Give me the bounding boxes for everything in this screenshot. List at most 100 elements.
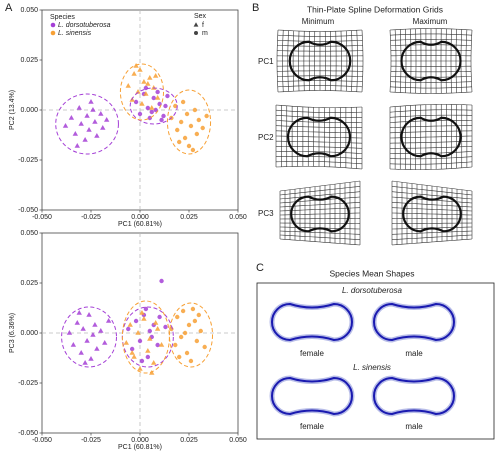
point — [182, 330, 188, 336]
point — [196, 117, 201, 123]
point — [135, 89, 141, 94]
point — [192, 318, 198, 324]
grid-line — [391, 234, 473, 240]
grid-line — [275, 130, 363, 134]
grid-line — [279, 230, 361, 235]
point — [123, 340, 129, 345]
panel-letter: C — [256, 262, 264, 274]
x-tick-label: 0.000 — [131, 437, 149, 444]
legend-label: f — [202, 22, 204, 29]
shape-label: female — [300, 422, 325, 431]
legend-label: L. dorsotuberosa — [58, 22, 111, 29]
grid-line — [390, 33, 472, 36]
point — [151, 360, 157, 365]
point — [94, 346, 100, 351]
point — [157, 314, 162, 320]
point — [192, 107, 198, 113]
point — [133, 99, 139, 105]
grid-line — [470, 29, 473, 93]
point — [131, 354, 137, 359]
grid-line — [275, 156, 363, 159]
x-tick-label: 0.025 — [180, 437, 198, 444]
deformation-grid — [275, 104, 363, 170]
point — [66, 330, 73, 335]
legend-title: Sex — [194, 13, 207, 20]
y-tick-label: 0.000 — [20, 107, 38, 114]
grid-line — [389, 140, 473, 144]
outline — [290, 195, 350, 233]
y-tick-label: 0.000 — [20, 330, 38, 337]
point — [154, 326, 161, 331]
point — [147, 75, 153, 80]
point — [88, 99, 94, 104]
point — [175, 314, 180, 320]
y-tick-label: -0.050 — [18, 207, 38, 214]
point — [137, 111, 143, 117]
point — [151, 85, 157, 90]
grid-line — [275, 104, 363, 108]
point — [154, 95, 161, 100]
point — [72, 131, 79, 136]
point — [161, 113, 166, 119]
grid-line — [389, 135, 473, 139]
column-label: Minimum — [302, 17, 335, 26]
point — [200, 125, 205, 131]
point — [190, 306, 196, 312]
shape-label: female — [300, 349, 325, 358]
point — [78, 350, 84, 355]
legend-label: L. sinensis — [58, 30, 92, 37]
x-tick-label: 0.000 — [131, 214, 149, 221]
shape-spread — [269, 301, 355, 343]
grid-line — [389, 156, 473, 160]
outline — [287, 116, 351, 158]
confidence-ellipse — [129, 87, 178, 125]
outline — [402, 195, 462, 233]
legend-swatch — [193, 22, 199, 27]
group-label: L. dorsotuberosa — [342, 286, 403, 295]
confidence-ellipse — [121, 300, 170, 374]
grid-line — [279, 234, 361, 240]
grid-line — [391, 207, 473, 212]
point — [76, 310, 82, 315]
point — [129, 350, 135, 355]
grid-line — [389, 166, 473, 170]
grid-line — [279, 238, 361, 246]
point — [204, 113, 209, 119]
outline — [400, 40, 462, 82]
deformation-grid — [276, 29, 364, 93]
grid-line — [275, 120, 363, 123]
point — [173, 342, 178, 348]
point — [86, 312, 92, 317]
confidence-ellipse — [61, 306, 117, 368]
shape-spread — [269, 375, 355, 417]
point — [145, 105, 151, 111]
y-tick-label: 0.025 — [20, 280, 38, 287]
row-label: PC1 — [258, 57, 274, 66]
grid-line — [389, 109, 473, 113]
x-tick-label: -0.050 — [32, 214, 52, 221]
y-tick-label: -0.025 — [18, 157, 38, 164]
grid-line — [389, 29, 392, 93]
mean-shape — [373, 376, 455, 416]
grid-line — [390, 81, 472, 83]
point — [103, 117, 110, 122]
point — [149, 109, 154, 115]
x-tick-label: -0.025 — [81, 437, 101, 444]
grid-line — [279, 222, 361, 224]
point — [196, 312, 201, 318]
x-tick-label: -0.025 — [81, 214, 101, 221]
point — [126, 326, 131, 332]
point — [198, 328, 203, 334]
point — [133, 318, 139, 324]
shape-spread — [371, 375, 457, 417]
point — [152, 320, 159, 325]
point — [188, 358, 194, 364]
legend-swatch — [50, 30, 56, 36]
grid-line — [275, 135, 363, 139]
point — [186, 143, 192, 149]
grid-line — [277, 40, 363, 42]
point — [202, 344, 207, 350]
grid-line — [389, 114, 473, 118]
point — [135, 330, 141, 335]
